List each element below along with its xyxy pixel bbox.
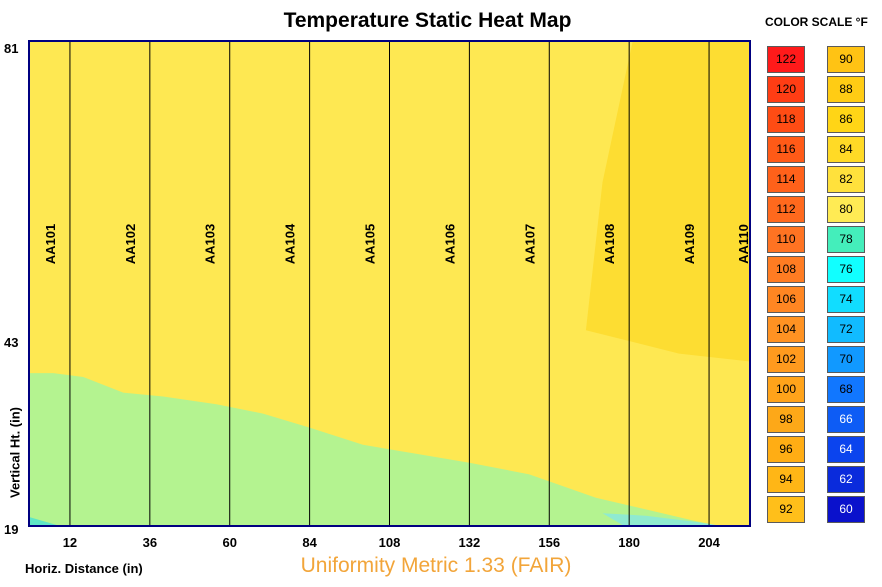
- x-tick-204: 204: [698, 535, 720, 550]
- x-tick-84: 84: [302, 535, 317, 550]
- sensor-label-AA101: AA101: [43, 224, 58, 264]
- scale-swatch-118: 118: [767, 106, 805, 133]
- scale-swatch-70: 70: [827, 346, 865, 373]
- scale-swatch-86: 86: [827, 106, 865, 133]
- scale-swatch-78: 78: [827, 226, 865, 253]
- sensor-label-AA107: AA107: [522, 224, 537, 264]
- y-axis-label: Vertical Ht. (in): [7, 406, 23, 499]
- scale-swatch-64: 64: [827, 436, 865, 463]
- region-warm-zone: [585, 42, 749, 362]
- sensor-label-AA102: AA102: [123, 224, 138, 264]
- scale-swatch-94: 94: [767, 466, 805, 493]
- x-tick-132: 132: [458, 535, 481, 550]
- x-tick-108: 108: [378, 535, 401, 550]
- scale-swatch-104: 104: [767, 316, 805, 343]
- scale-swatch-98: 98: [767, 406, 805, 433]
- scale-swatch-60: 60: [827, 496, 865, 523]
- scale-swatch-106: 106: [767, 286, 805, 313]
- scale-swatch-62: 62: [827, 466, 865, 493]
- scale-swatch-84: 84: [827, 136, 865, 163]
- chart-title: Temperature Static Heat Map: [283, 9, 572, 32]
- scale-swatch-122: 122: [767, 46, 805, 73]
- x-axis-label: Horiz. Distance (in): [25, 561, 143, 576]
- scale-swatch-114: 114: [767, 166, 805, 193]
- sensor-label-AA105: AA105: [363, 224, 378, 264]
- y-tick-bottom: 19: [4, 522, 19, 537]
- scale-swatch-96: 96: [767, 436, 805, 463]
- scale-swatch-120: 120: [767, 76, 805, 103]
- scale-swatch-102: 102: [767, 346, 805, 373]
- scale-swatch-74: 74: [827, 286, 865, 313]
- scale-swatch-92: 92: [767, 496, 805, 523]
- scale-swatch-110: 110: [767, 226, 805, 253]
- x-tick-36: 36: [142, 535, 158, 550]
- y-tick-top: 81: [4, 41, 19, 56]
- uniformity-metric: Uniformity Metric 1.33 (FAIR): [300, 554, 572, 577]
- sensor-label-AA110: AA110: [736, 224, 751, 264]
- scale-swatch-116: 116: [767, 136, 805, 163]
- scale-swatch-90: 90: [827, 46, 865, 73]
- scale-swatch-100: 100: [767, 376, 805, 403]
- scale-swatch-68: 68: [827, 376, 865, 403]
- sensor-label-AA104: AA104: [283, 223, 298, 264]
- sensor-lines: [69, 42, 710, 525]
- scale-swatch-82: 82: [827, 166, 865, 193]
- scale-swatch-80: 80: [827, 196, 865, 223]
- scale-swatch-76: 76: [827, 256, 865, 283]
- color-scale-title: COLOR SCALE °F: [765, 15, 868, 29]
- x-tick-60: 60: [222, 535, 237, 550]
- region-cold-edge: [30, 517, 57, 525]
- scale-swatch-66: 66: [827, 406, 865, 433]
- sensor-labels: AA101 AA102 AA103 AA104 AA105 AA106 AA107 AA108…: [43, 223, 751, 264]
- region-teal-edge: [602, 513, 716, 525]
- sensor-label-AA103: AA103: [203, 224, 218, 264]
- y-tick-mid: 43: [4, 335, 19, 350]
- sensor-label-AA106: AA106: [442, 224, 457, 264]
- sensor-label-AA109: AA109: [682, 224, 697, 264]
- scale-swatch-112: 112: [767, 196, 805, 223]
- scale-swatch-72: 72: [827, 316, 865, 343]
- sensor-label-AA108: AA108: [602, 224, 617, 264]
- scale-swatch-108: 108: [767, 256, 805, 283]
- x-tick-180: 180: [618, 535, 640, 550]
- plot-frame: [28, 40, 751, 527]
- x-tick-156: 156: [538, 535, 561, 550]
- region-cool-zone: [30, 373, 716, 525]
- x-tick-12: 12: [62, 535, 78, 550]
- scale-swatch-88: 88: [827, 76, 865, 103]
